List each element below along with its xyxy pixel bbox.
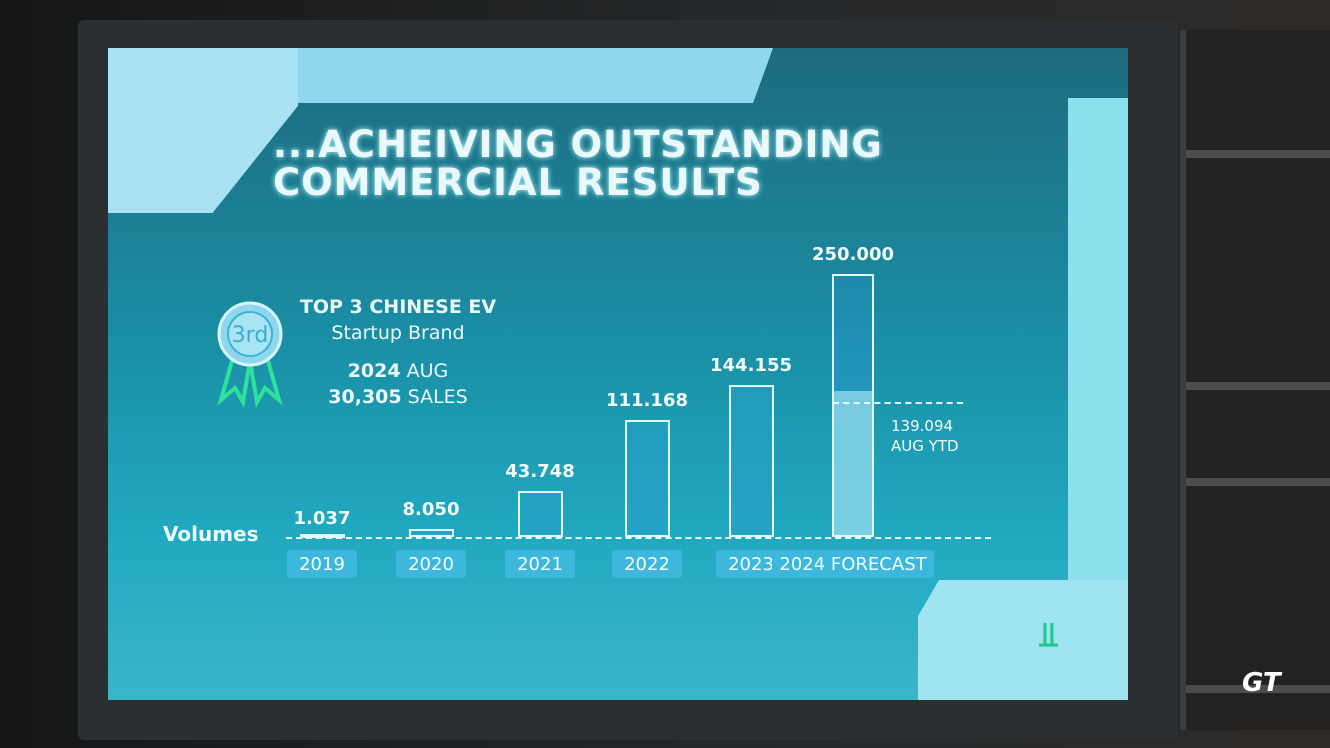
bar-2024 bbox=[832, 274, 874, 537]
brand-logo-icon: ⫫ bbox=[1038, 615, 1058, 655]
bar-2023 bbox=[728, 385, 774, 537]
value-label: 144.155 bbox=[710, 355, 792, 377]
ytd-annotation: 139.094 AUG YTD bbox=[891, 416, 959, 456]
x-tick-label: 2024 FORECAST bbox=[772, 550, 934, 578]
x-tick-label: 2019 bbox=[287, 550, 357, 578]
award-month: AUG bbox=[406, 360, 449, 382]
x-tick-label: 2020 bbox=[396, 550, 466, 578]
value-label: 250.000 bbox=[812, 244, 894, 265]
ytd-month: AUG bbox=[891, 437, 924, 455]
ytd-value: 139.094 bbox=[891, 417, 954, 435]
bar-2019 bbox=[299, 534, 345, 538]
bar-2021 bbox=[517, 490, 563, 537]
bar-2020 bbox=[408, 528, 454, 537]
bar-2022 bbox=[624, 420, 670, 537]
value-label: 8.050 bbox=[402, 498, 460, 520]
title-line-1: ...ACHEIVING OUTSTANDING bbox=[273, 123, 883, 166]
award-subheading: Startup Brand bbox=[331, 322, 465, 344]
presentation-screen: ...ACHEIVING OUTSTANDING COMMERCIAL RESUL… bbox=[108, 48, 1128, 700]
title-line-2: COMMERCIAL RESULTS bbox=[273, 161, 763, 204]
ytd-label: YTD bbox=[928, 437, 959, 455]
y-axis-label: Volumes bbox=[163, 522, 259, 546]
value-label: 1.037 bbox=[293, 508, 351, 529]
ytd-marker-line bbox=[833, 402, 963, 404]
award-heading: TOP 3 CHINESE EV bbox=[299, 296, 497, 318]
x-tick-label: 2022 bbox=[612, 550, 682, 578]
award-text: TOP 3 CHINESE EV Startup Brand 2024 AUG 3… bbox=[288, 296, 508, 410]
title-panel-decoration bbox=[108, 48, 298, 213]
corner-panel-decoration bbox=[918, 580, 1128, 700]
award-ribbon-icon: 3rd bbox=[213, 300, 288, 414]
bookshelf bbox=[1180, 30, 1330, 730]
award-sales-value: 30,305 bbox=[328, 386, 402, 408]
value-label: 43.748 bbox=[505, 460, 575, 482]
x-tick-label: 2021 bbox=[505, 550, 575, 578]
award-year: 2024 bbox=[347, 360, 401, 382]
chart-baseline bbox=[286, 537, 991, 539]
slide-title: ...ACHEIVING OUTSTANDING COMMERCIAL RESUL… bbox=[273, 126, 883, 202]
award-badge-text: 3rd bbox=[232, 323, 269, 348]
award-sales-label: SALES bbox=[407, 386, 468, 408]
value-label: 111.168 bbox=[606, 390, 688, 412]
watermark-logo: GT bbox=[1242, 668, 1281, 698]
